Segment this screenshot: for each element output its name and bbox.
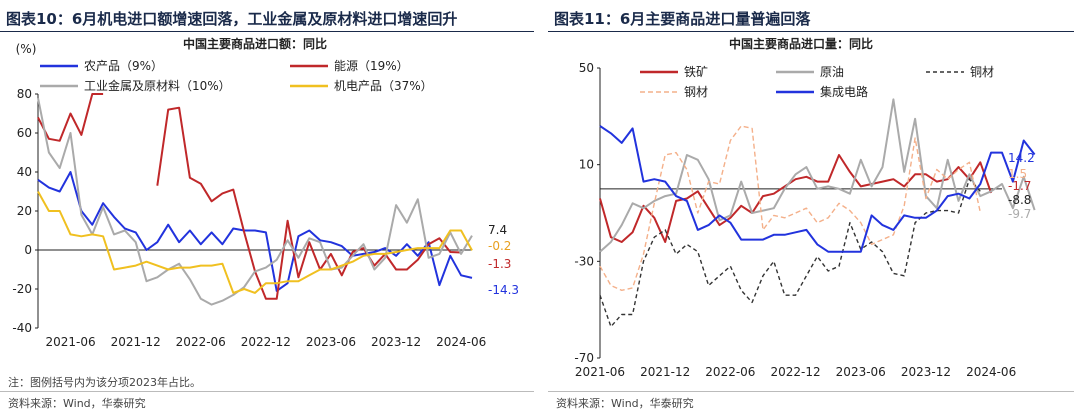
series-line bbox=[37, 97, 473, 306]
y-tick-label: -40 bbox=[12, 321, 32, 335]
legend-label: 集成电路 bbox=[820, 84, 868, 99]
end-value-label: -0.2 bbox=[488, 239, 511, 253]
y-tick-label: -30 bbox=[574, 254, 594, 268]
x-tick-label: 2023-12 bbox=[901, 365, 951, 379]
end-value-label: 1.5 bbox=[1008, 167, 1027, 181]
legend-label: 机电产品（37%） bbox=[334, 79, 433, 93]
title-rule bbox=[0, 31, 534, 32]
y-tick-label: 80 bbox=[17, 87, 32, 101]
end-value-label: -1.3 bbox=[488, 257, 511, 271]
y-tick-label: 10 bbox=[579, 158, 594, 172]
x-tick-label: 2023-06 bbox=[836, 365, 886, 379]
chart-title: 中国主要商品进口额：同比 bbox=[183, 36, 327, 51]
series-line bbox=[599, 154, 993, 243]
end-value-label: -8.8 bbox=[1008, 193, 1031, 207]
bottom-rule bbox=[0, 391, 534, 392]
x-tick-label: 2022-06 bbox=[705, 365, 755, 379]
x-tick-label: 2021-12 bbox=[640, 365, 690, 379]
x-tick-label: 2024-06 bbox=[966, 365, 1016, 379]
y-tick-label: 20 bbox=[17, 204, 32, 218]
x-tick-label: 2022-06 bbox=[176, 335, 226, 349]
x-tick-label: 2022-12 bbox=[241, 335, 291, 349]
x-tick-label: 2022-12 bbox=[770, 365, 820, 379]
legend-label: 原油 bbox=[820, 65, 844, 79]
x-tick-label: 2023-06 bbox=[306, 335, 356, 349]
series-line bbox=[37, 191, 473, 294]
x-tick-label: 2021-06 bbox=[45, 335, 95, 349]
bottom-rule bbox=[548, 391, 1074, 392]
chart-source: 资料来源：Wind，华泰研究 bbox=[8, 397, 146, 410]
y-axis-label: (%) bbox=[16, 42, 37, 56]
end-value-label: 14.2 bbox=[1008, 151, 1035, 165]
x-tick-label: 2023-12 bbox=[371, 335, 421, 349]
series-line bbox=[599, 178, 981, 328]
end-value-label: 7.4 bbox=[488, 223, 507, 237]
legend-label: 铁矿 bbox=[684, 65, 708, 79]
figure-11-title: 图表11：6月主要商品进口量普遍回落 bbox=[554, 10, 811, 28]
legend-label: 钢材 bbox=[684, 85, 708, 99]
x-tick-label: 2021-06 bbox=[575, 365, 625, 379]
figure-10-panel: 图表10：6月机电进口额增速回落，工业金属及原材料进口增速回升 中国主要商品进口… bbox=[0, 10, 534, 410]
figure-10-title: 图表10：6月机电进口额增速回落，工业金属及原材料进口增速回升 bbox=[6, 10, 458, 28]
y-tick-label: 0 bbox=[24, 243, 32, 257]
import-value-yoy-chart: 中国主要商品进口额：同比 (%) 80 60 40 20 0 -20 -40 2021-06 202… bbox=[12, 36, 519, 349]
chart-title: 中国主要商品进口量：同比 bbox=[729, 36, 873, 51]
y-tick-label: 50 bbox=[579, 61, 594, 75]
x-tick-label: 2021-12 bbox=[111, 335, 161, 349]
legend-label: 工业金属及原材料（10%） bbox=[84, 78, 231, 93]
series-line bbox=[37, 93, 462, 300]
legend-label: 铜材 bbox=[970, 64, 994, 79]
legend-label: 能源（19%） bbox=[334, 59, 409, 73]
series-line bbox=[599, 98, 1036, 253]
y-tick-label: -20 bbox=[12, 282, 32, 296]
legend-label: 农产品（9%） bbox=[84, 59, 163, 73]
y-tick-label: 40 bbox=[17, 165, 32, 179]
title-rule bbox=[548, 31, 1074, 32]
series-line bbox=[599, 125, 1036, 253]
end-value-label: -9.7 bbox=[1008, 207, 1031, 221]
series-line bbox=[599, 125, 981, 291]
y-tick-label: -70 bbox=[574, 351, 594, 365]
figure-11-panel: 图表11：6月主要商品进口量普遍回落 中国主要商品进口量：同比 50 10 -30 -7… bbox=[548, 0, 1080, 414]
chart-source: 资料来源：Wind，华泰研究 bbox=[556, 397, 694, 410]
x-tick-label: 2024-06 bbox=[436, 335, 486, 349]
chart-note: 注：图例括号内为该分项2023年占比。 bbox=[8, 376, 201, 389]
end-value-label: -14.3 bbox=[488, 283, 519, 297]
y-tick-label: 60 bbox=[17, 126, 32, 140]
end-value-label: -1.7 bbox=[1008, 179, 1031, 193]
